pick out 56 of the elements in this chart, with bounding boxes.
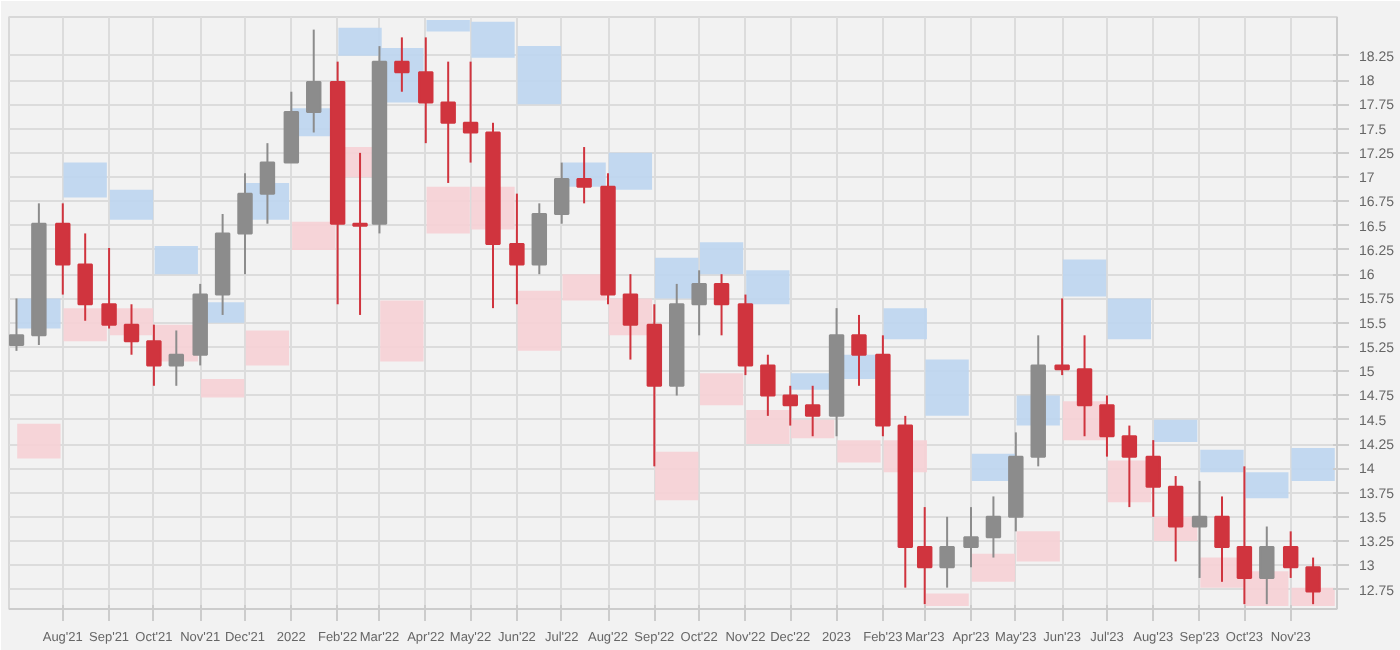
candlestick <box>1099 394 1115 458</box>
candlestick <box>146 323 162 387</box>
bar <box>655 451 699 501</box>
candlestick <box>622 273 639 361</box>
candlestick <box>691 269 707 337</box>
candlestick <box>1259 525 1275 606</box>
bar <box>292 221 336 250</box>
bar <box>200 378 245 398</box>
candlestick <box>123 303 140 356</box>
candlestick <box>440 60 456 184</box>
candlestick <box>1305 556 1321 606</box>
candlestick <box>237 172 253 276</box>
bar <box>245 330 290 366</box>
candlestick <box>916 506 933 606</box>
candlestick <box>352 151 368 316</box>
candlestick <box>259 142 276 225</box>
candlestick <box>939 515 955 589</box>
candlestick <box>1054 297 1070 377</box>
candlestick <box>1121 424 1138 509</box>
candlestick <box>1236 465 1253 606</box>
bar <box>925 593 969 607</box>
bar <box>699 373 744 406</box>
bar <box>17 423 61 459</box>
candlestick <box>553 161 570 225</box>
candlestick <box>1282 530 1299 579</box>
candlestick <box>963 506 979 569</box>
candlestick <box>101 246 117 330</box>
candlestick <box>851 313 867 387</box>
candlestick <box>713 273 730 337</box>
candlestick <box>462 60 479 164</box>
bar <box>925 359 969 416</box>
candlestick <box>1076 334 1093 438</box>
candlestick <box>576 146 592 205</box>
candlestick <box>1167 475 1184 563</box>
bar <box>1200 449 1244 473</box>
candlestick <box>418 36 434 145</box>
candlestick <box>985 495 1002 559</box>
bar <box>1154 419 1198 443</box>
bar <box>883 308 927 340</box>
bar <box>154 246 198 275</box>
candlestick <box>77 232 93 322</box>
candlestick <box>9 297 25 352</box>
candlestick <box>760 353 776 417</box>
candlestick <box>394 36 410 93</box>
candlestick <box>306 28 322 134</box>
candlestick <box>1214 495 1230 583</box>
candlestick <box>782 384 798 427</box>
candlestick <box>1145 439 1161 518</box>
bar <box>1062 259 1107 297</box>
candlestick <box>168 329 185 387</box>
bar <box>380 300 424 362</box>
candlestick <box>1191 479 1208 579</box>
candlestick <box>55 202 71 296</box>
candlestick <box>804 384 821 438</box>
candlestick <box>509 192 525 306</box>
bar <box>1107 298 1152 340</box>
